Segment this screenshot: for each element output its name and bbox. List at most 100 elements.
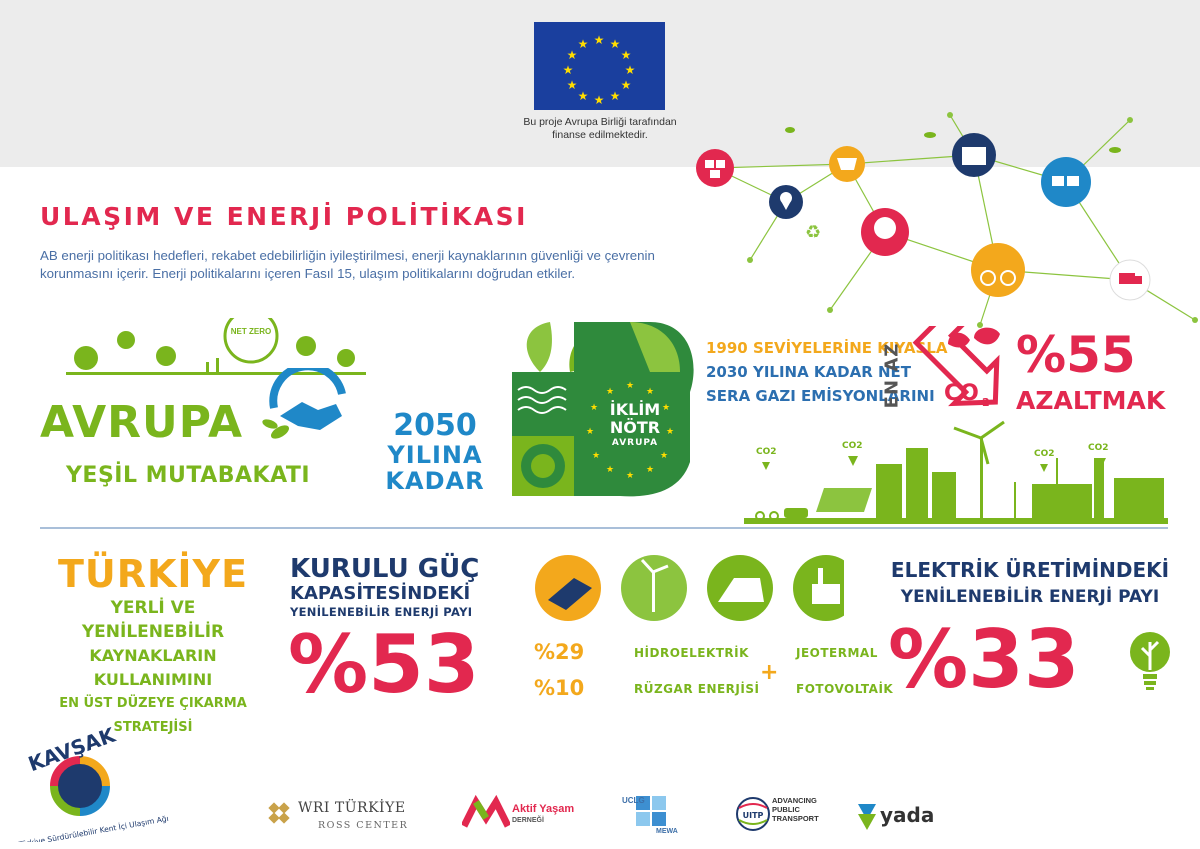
- ghg-line2: 2030 YILINA KADAR NET: [706, 363, 912, 381]
- svg-text:★: ★: [578, 89, 589, 103]
- uitp-tagline-line2: PUBLIC: [772, 805, 800, 814]
- handshake-icon: [262, 368, 346, 439]
- turkiye-line3: KAYNAKLARIN KULLANIMINI: [89, 646, 217, 689]
- at-least-label: EN AZ: [880, 334, 903, 418]
- svg-text:★: ★: [646, 464, 654, 474]
- eu-funding-caption: Bu proje Avrupa Birliği tarafından finan…: [470, 116, 730, 142]
- target-year: 2050: [393, 408, 477, 443]
- yada-logo-icon: [858, 804, 876, 830]
- ghg-line1: 1990 SEVİYELERİNE KIYASLA: [706, 339, 948, 357]
- uitp-logo-icon: UITP: [736, 797, 770, 831]
- installed-capacity-heading: KURULU GÜÇ KAPASİTESİNDEKİ YENİLENEBİLİR…: [290, 554, 479, 620]
- svg-text:★: ★: [610, 37, 621, 51]
- aktif-yasam-logo-icon: [462, 794, 510, 828]
- geothermal-label: JEOTERMAL: [796, 646, 878, 660]
- conveyor-icon: [1041, 157, 1091, 207]
- installed-capacity-line3: YENİLENEBİLİR ENERJİ PAYI: [290, 605, 473, 619]
- uitp-tagline: ADVANCING PUBLIC TRANSPORT: [772, 796, 819, 823]
- svg-text:★: ★: [563, 63, 574, 77]
- co2-down-arrow-icon: CO 2: [912, 326, 1000, 409]
- green-deal-subtitle: YEŞİL MUTABAKATI: [66, 463, 311, 488]
- svg-text:★: ★: [590, 402, 598, 412]
- plus-sign: +: [760, 660, 779, 685]
- aktif-yasam-subtext: DERNEĞİ: [512, 817, 544, 824]
- electricity-line2: YENİLENEBİLİR ENERJİ PAYI: [900, 587, 1160, 607]
- wri-logo-icon: [268, 802, 290, 824]
- svg-text:★: ★: [567, 48, 578, 62]
- eu-flag-logo: ★ ★ ★ ★ ★ ★ ★ ★ ★ ★ ★ ★: [534, 22, 665, 110]
- svg-text:★: ★: [621, 48, 632, 62]
- green-deal-title: AVRUPA: [40, 397, 243, 448]
- turkiye-line2: YERLİ VE YENİLENEBİLİR: [81, 598, 225, 642]
- svg-text:★: ★: [666, 426, 674, 436]
- uclg-mewa-logo-icon: [636, 796, 666, 826]
- kavsak-logo: KAVŞAK Türkiye Sürdürülebilir Kent İçi U…: [17, 726, 169, 842]
- uitp-label: UITP: [743, 811, 764, 820]
- svg-text:★: ★: [578, 37, 589, 51]
- wri-logo-subtext: ROSS CENTER: [318, 820, 409, 831]
- climate-neutral-label: İKLİM NÖTR AVRUPA: [578, 401, 692, 449]
- city-co2-label-2: CO2: [842, 441, 863, 451]
- aktif-yasam-text: Aktif Yaşam: [512, 803, 575, 815]
- svg-text:★: ★: [646, 386, 654, 396]
- svg-text:★: ★: [606, 386, 614, 396]
- cyclist-icon: [971, 243, 1025, 297]
- uclg-text: UCLG: [622, 796, 645, 805]
- climate-neutral-line2: NÖTR: [609, 418, 661, 437]
- electricity-percent: %33: [888, 613, 1080, 706]
- intro-paragraph: AB enerji politikası hedefleri, rekabet …: [40, 248, 655, 281]
- renewable-shares: %29 HİDROELEKTRİK %10 RÜZGAR ENERJİSİ + …: [534, 638, 893, 708]
- svg-text:★: ★: [586, 426, 594, 436]
- city-co2-label-3: CO2: [1034, 449, 1055, 459]
- svg-text:★: ★: [610, 89, 621, 103]
- green-city-illustration: CO2 CO2 CO2 CO2: [744, 420, 1168, 524]
- wind-percent: %10: [534, 676, 585, 700]
- page-title: ULAŞIM VE ENERJİ POLİTİKASI: [40, 202, 528, 231]
- ghg-target-text: 1990 SEVİYELERİNE KIYASLA 2030 YILINA KA…: [706, 336, 948, 408]
- co2-label: CO: [944, 381, 979, 406]
- electricity-heading: ELEKTRİK ÜRETİMİNDEKİ YENİLENEBİLİR ENER…: [880, 556, 1180, 610]
- turkiye-title: TÜRKİYE: [57, 552, 249, 596]
- uitp-tagline-line1: ADVANCING: [772, 796, 817, 805]
- hydro-label: HİDROELEKTRİK: [634, 646, 749, 660]
- boxes-icon: [696, 149, 734, 187]
- transport-network-illustration: ♻: [696, 112, 1198, 328]
- reduction-percent: %55: [1016, 326, 1136, 384]
- svg-text:★: ★: [621, 78, 632, 92]
- svg-text:★: ★: [594, 33, 605, 47]
- target-2050: 2050 YILINA KADAR: [360, 408, 510, 495]
- electricity-line1: ELEKTRİK ÜRETİMİNDEKİ: [890, 558, 1170, 582]
- svg-text:★: ★: [660, 450, 668, 460]
- svg-text:★: ★: [626, 380, 634, 390]
- tree-bulb-icon: [1130, 632, 1170, 690]
- climate-neutral-line3: AVRUPA: [611, 438, 659, 448]
- eu-caption-line2: finanse edilmektedir.: [552, 129, 648, 141]
- section-divider: [40, 527, 1168, 529]
- svg-text:★: ★: [567, 78, 578, 92]
- co2-subscript: 2: [982, 396, 990, 409]
- turkiye-strategy: TÜRKİYE YERLİ VE YENİLENEBİLİR KAYNAKLAR…: [40, 552, 266, 740]
- eco-city-illustration: NET ZERO: [66, 318, 366, 375]
- kavsak-subtitle: Türkiye Sürdürülebilir Kent İçi Ulaşım A…: [17, 814, 169, 842]
- eu-caption-line1: Bu proje Avrupa Birliği tarafından: [523, 116, 677, 128]
- svg-text:★: ★: [592, 450, 600, 460]
- installed-capacity-percent: %53: [288, 618, 480, 711]
- svg-text:★: ★: [606, 464, 614, 474]
- recycle-icon: ♻: [805, 222, 821, 242]
- city-co2-label-4: CO2: [1088, 443, 1109, 453]
- eu-stars-icon: ★ ★ ★ ★ ★ ★ ★ ★ ★ ★ ★ ★: [563, 33, 636, 107]
- target-year-line2: YILINA: [387, 441, 483, 469]
- climate-neutral-line1: İKLİM: [609, 400, 661, 419]
- solar-label: FOTOVOLTAİK: [796, 682, 894, 696]
- installed-capacity-line1: KURULU GÜÇ: [290, 554, 480, 584]
- wind-label: RÜZGAR ENERJİSİ: [634, 682, 760, 696]
- svg-text:★: ★: [625, 63, 636, 77]
- net-zero-label: NET ZERO: [231, 327, 271, 336]
- yada-text: yada: [880, 803, 935, 827]
- energy-source-icons: [535, 555, 844, 621]
- ghg-line3: SERA GAZI EMİSYONLARINI: [706, 387, 935, 405]
- svg-text:★: ★: [594, 93, 605, 107]
- city-co2-label-1: CO2: [756, 447, 777, 457]
- mewa-text: MEWA: [656, 828, 678, 835]
- uitp-tagline-line3: TRANSPORT: [772, 814, 819, 823]
